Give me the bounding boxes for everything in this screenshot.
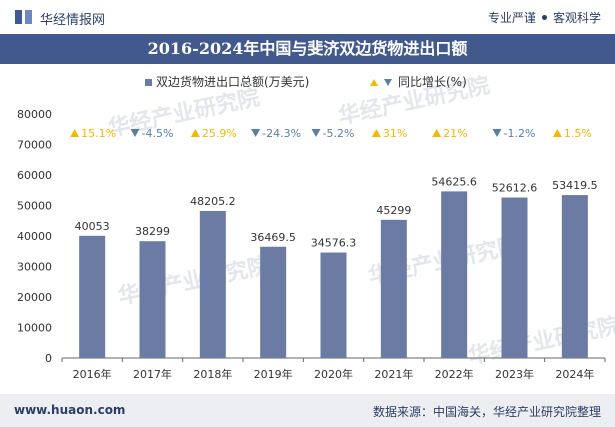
data-source: 数据来源：中国海关，华经产业研究院整理 [372, 405, 601, 419]
footer: www.huaon.com 数据来源：中国海关，华经产业研究院整理 [0, 394, 615, 427]
bar [501, 197, 528, 358]
bar-value-label: 54625.6 [431, 175, 477, 188]
y-tick-label: 40000 [17, 230, 52, 243]
bar-value-label: 38299 [135, 225, 170, 238]
legend-bar-label: 双边货物进出口总额(万美元) [156, 74, 309, 89]
growth-label: -4.5% [142, 127, 174, 140]
x-tick-label: 2024年 [555, 367, 594, 381]
bar-value-label: 34576.3 [311, 237, 357, 250]
growth-label: 1.5% [564, 127, 592, 140]
bar-value-label: 48205.2 [190, 195, 236, 208]
bar-value-label: 36469.5 [250, 231, 296, 244]
growth-label: -5.2% [323, 127, 355, 140]
bar [199, 210, 226, 358]
bar-chart: 华经产业研究院华经产业研究院华经产业研究院华经产业研究院华经产业研究院双边货物进… [17, 72, 615, 381]
x-tick-label: 2023年 [495, 367, 534, 381]
y-tick-label: 80000 [17, 108, 52, 121]
legend-bar-swatch [145, 79, 152, 86]
huajing-logo-icon [15, 10, 32, 24]
growth-down-triangle-icon [492, 129, 502, 137]
chart-title: 2016-2024年中国与斐济双边货物进出口额 [147, 39, 468, 58]
growth-label: 25.9% [202, 127, 237, 140]
growth-down-triangle-icon [251, 129, 261, 137]
growth-label: 31% [383, 127, 407, 140]
y-tick-label: 70000 [17, 139, 52, 152]
y-tick-label: 20000 [17, 291, 52, 304]
growth-label: 15.1% [81, 127, 116, 140]
slogan: 专业严谨 客观科学 [488, 9, 601, 26]
bar [561, 195, 588, 358]
title-bar: 2016-2024年中国与斐济双边货物进出口额 [0, 34, 615, 64]
bar [79, 235, 106, 358]
bar [260, 246, 287, 358]
growth-down-triangle-icon [130, 129, 140, 137]
top-bar: 华经情报网 专业严谨 客观科学 [0, 0, 615, 34]
x-tick-label: 2018年 [193, 367, 232, 381]
y-tick-label: 0 [45, 352, 52, 365]
growth-up-triangle-icon [70, 129, 80, 137]
x-tick-label: 2017年 [133, 367, 172, 381]
y-tick-label: 30000 [17, 261, 52, 274]
bar-value-label: 52612.6 [492, 182, 538, 195]
y-tick-label: 50000 [17, 200, 52, 213]
growth-label: -24.3% [262, 127, 301, 140]
growth-up-triangle-icon [552, 129, 562, 137]
growth-up-triangle-icon [190, 129, 200, 137]
growth-label: -1.2% [504, 127, 536, 140]
legend-growth-label: 同比增长(%) [398, 75, 467, 89]
bar [380, 219, 407, 358]
growth-up-triangle-icon [432, 129, 442, 137]
bar-value-label: 40053 [75, 220, 110, 233]
legend-down-triangle-icon [384, 79, 392, 86]
bar [320, 252, 347, 358]
growth-up-triangle-icon [371, 129, 381, 137]
slogan-left: 专业严谨 [487, 11, 536, 25]
slogan-right: 客观科学 [552, 11, 601, 25]
footer-url: www.huaon.com [14, 403, 126, 417]
x-tick-label: 2019年 [254, 367, 293, 381]
watermark-text: 华经产业研究院 [106, 84, 262, 141]
brand-name: 华经情报网 [40, 13, 106, 28]
x-tick-label: 2020年 [314, 367, 353, 381]
x-tick-label: 2016年 [73, 367, 112, 381]
watermark-text: 华经产业研究院 [116, 252, 272, 309]
y-tick-label: 10000 [17, 322, 52, 335]
growth-down-triangle-icon [311, 129, 321, 137]
x-tick-label: 2021年 [374, 367, 413, 381]
separator-dot-icon [541, 15, 547, 20]
growth-label: 21% [443, 127, 467, 140]
bar-value-label: 45299 [376, 204, 411, 217]
bar [441, 191, 468, 358]
legend-up-triangle-icon [370, 79, 378, 86]
watermark-text: 华经产业研究院 [466, 312, 615, 369]
bar-value-label: 53419.5 [552, 179, 598, 192]
bar [139, 241, 166, 358]
x-tick-label: 2022年 [435, 367, 474, 381]
y-tick-label: 60000 [17, 169, 52, 182]
